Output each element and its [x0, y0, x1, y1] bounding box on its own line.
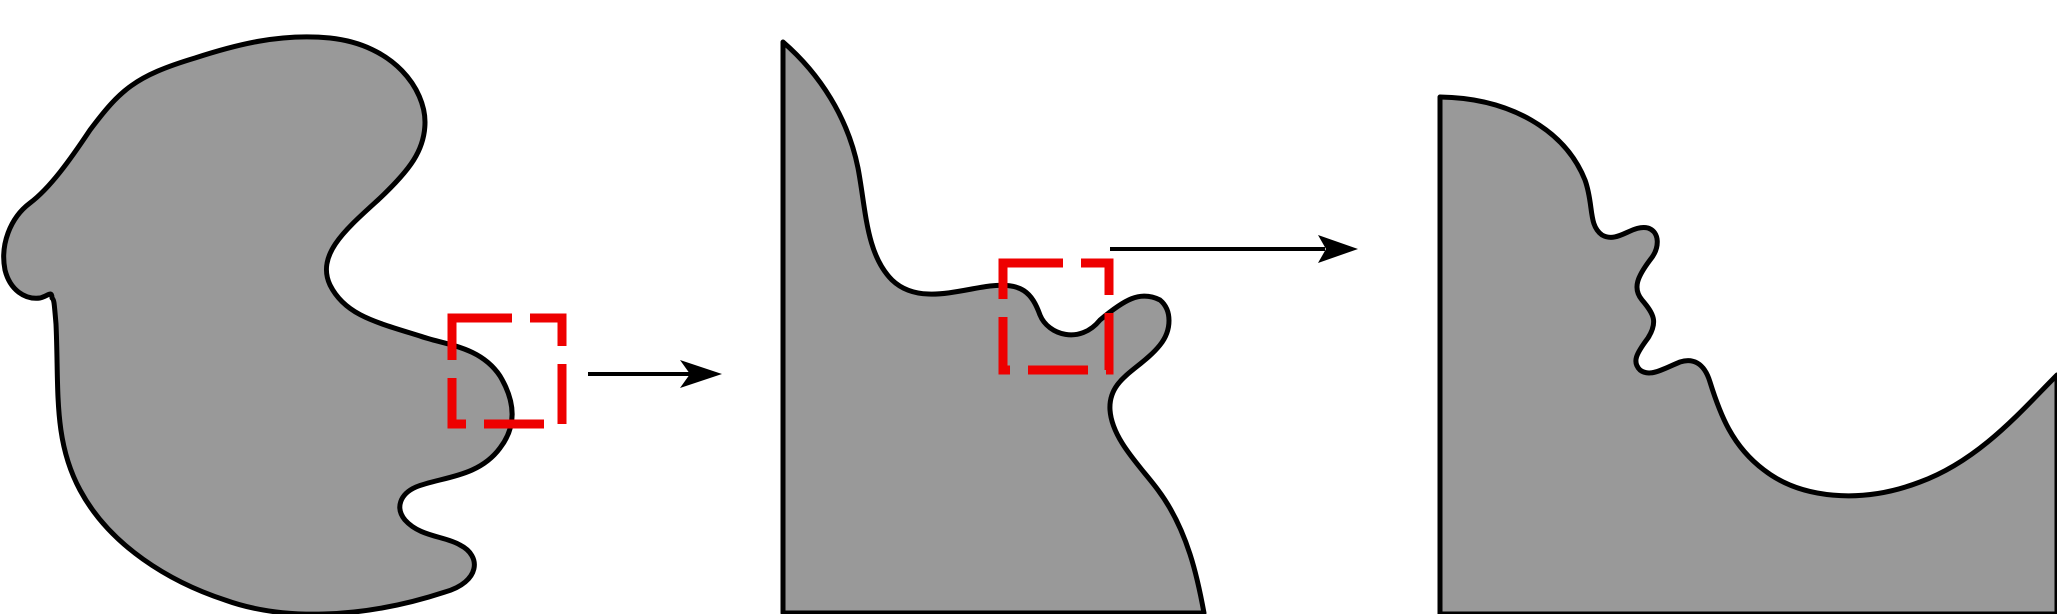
- panel-zoom-level-2: [1437, 94, 2057, 614]
- zoom-1-shape: [780, 39, 1207, 614]
- zoom-box-2: [998, 258, 1114, 375]
- panel-full-shape: [1, 34, 567, 614]
- arrow-1-head: [680, 360, 722, 388]
- panel-zoom-level-1: [780, 39, 1207, 614]
- zoom-2-shape: [1437, 94, 2057, 614]
- full-blob-shape: [1, 34, 515, 614]
- zoom-box-1: [447, 313, 567, 429]
- arrow-1: [588, 360, 722, 388]
- arrow-2: [1110, 235, 1358, 263]
- arrow-2-head: [1318, 235, 1358, 263]
